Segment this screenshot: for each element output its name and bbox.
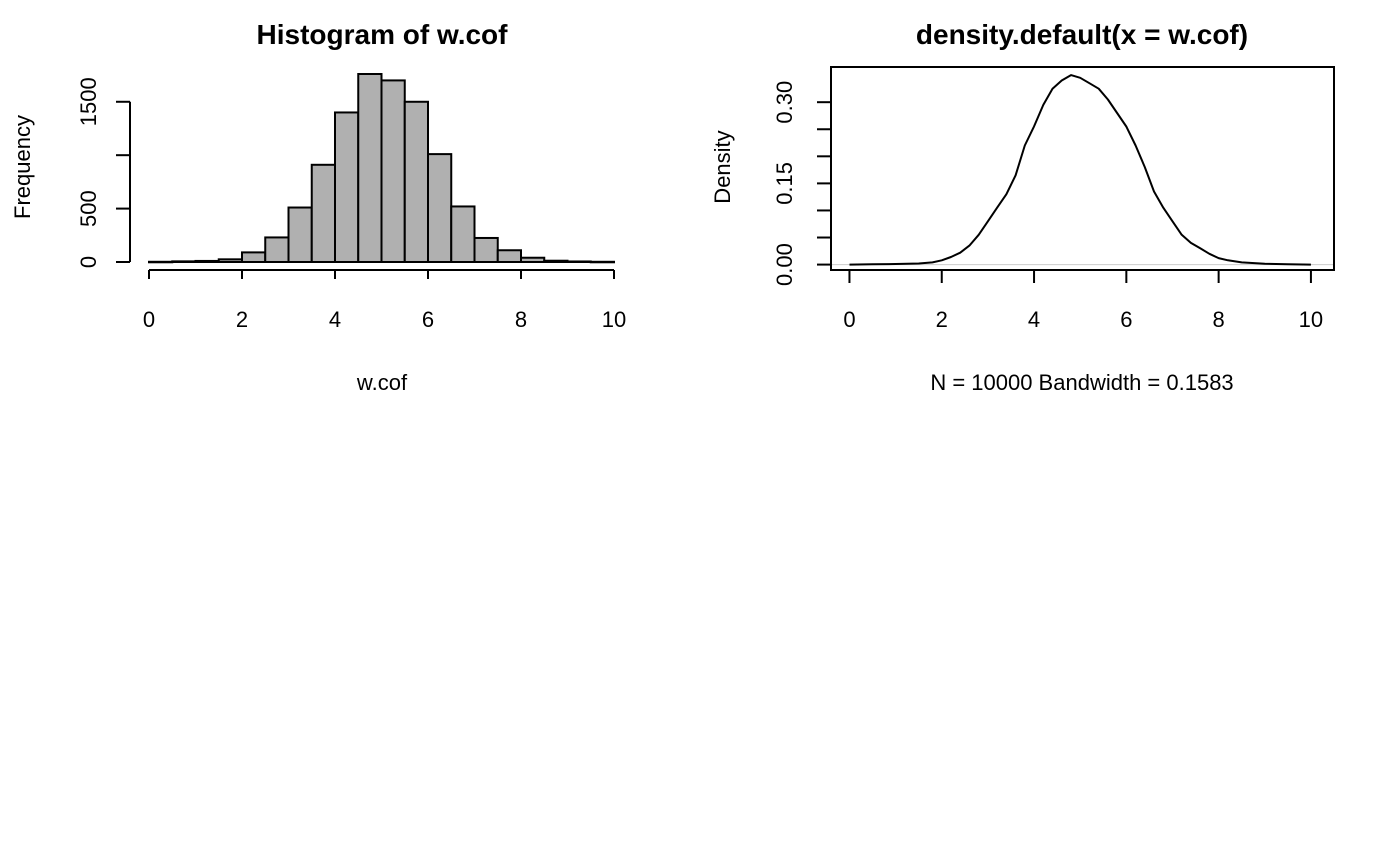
histogram-x-tick-label: 4 <box>329 307 341 332</box>
density-title: density.default(x = w.cof) <box>916 19 1248 50</box>
density-plot-area <box>832 74 1333 266</box>
histogram-y-tick-label: 500 <box>76 190 101 227</box>
density-x-tick-label: 2 <box>936 307 948 332</box>
histogram-bar <box>148 260 174 264</box>
density-x-tick-label: 6 <box>1120 307 1132 332</box>
histogram-bar <box>357 73 383 263</box>
histogram-bar <box>194 259 220 264</box>
density-panel: density.default(x = w.cof) N = 10000 Ban… <box>710 19 1335 395</box>
density-y-axis: 0.00 0.15 0.30 <box>772 81 831 286</box>
histogram-bar <box>427 153 453 263</box>
density-x-tick-label: 4 <box>1028 307 1040 332</box>
density-x-tick-label: 8 <box>1213 307 1225 332</box>
histogram-bar <box>264 236 290 264</box>
density-curve <box>849 74 1311 266</box>
histogram-x-tick-label: 0 <box>143 307 155 332</box>
histogram-bar <box>287 206 313 263</box>
histogram-bar <box>403 100 429 264</box>
histogram-x-axis-label: w.cof <box>356 370 408 395</box>
histogram-bar <box>241 251 267 264</box>
density-y-axis-label: Density <box>710 130 735 203</box>
histogram-x-tick-label: 2 <box>236 307 248 332</box>
histogram-bar <box>217 258 243 264</box>
histogram-y-axis: 0 500 1500 <box>76 77 131 268</box>
histogram-x-axis: 0 2 4 6 8 10 <box>143 269 626 332</box>
density-x-axis-label: N = 10000 Bandwidth = 0.1583 <box>930 370 1233 395</box>
density-y-tick-label: 0.00 <box>772 243 797 286</box>
histogram-bars <box>148 73 615 264</box>
histogram-bar <box>310 163 336 263</box>
histogram-title: Histogram of w.cof <box>257 19 509 50</box>
histogram-x-tick-label: 6 <box>422 307 434 332</box>
histogram-y-tick-label: 1500 <box>76 77 101 126</box>
histogram-bar <box>589 260 615 264</box>
density-x-tick-label: 10 <box>1299 307 1323 332</box>
histogram-y-tick-label: 0 <box>76 256 101 268</box>
histogram-panel: Histogram of w.cof w.cof Frequency 0 2 4 6 8… <box>10 19 626 395</box>
histogram-bar <box>543 259 569 263</box>
histogram-bar <box>380 79 406 263</box>
histogram-bar <box>520 256 546 263</box>
histogram-bar <box>334 111 360 263</box>
histogram-bar <box>496 249 522 263</box>
histogram-bar <box>171 260 197 264</box>
histogram-y-axis-label: Frequency <box>10 115 35 219</box>
density-x-tick-label: 0 <box>843 307 855 332</box>
density-x-axis: 0 2 4 6 8 10 <box>843 269 1323 332</box>
density-y-tick-label: 0.15 <box>772 162 797 205</box>
histogram-x-tick-label: 8 <box>515 307 527 332</box>
histogram-bar <box>450 205 476 263</box>
density-y-tick-label: 0.30 <box>772 81 797 124</box>
histogram-x-tick-label: 10 <box>602 307 626 332</box>
histogram-bar <box>473 236 499 264</box>
histogram-bar <box>566 260 592 264</box>
